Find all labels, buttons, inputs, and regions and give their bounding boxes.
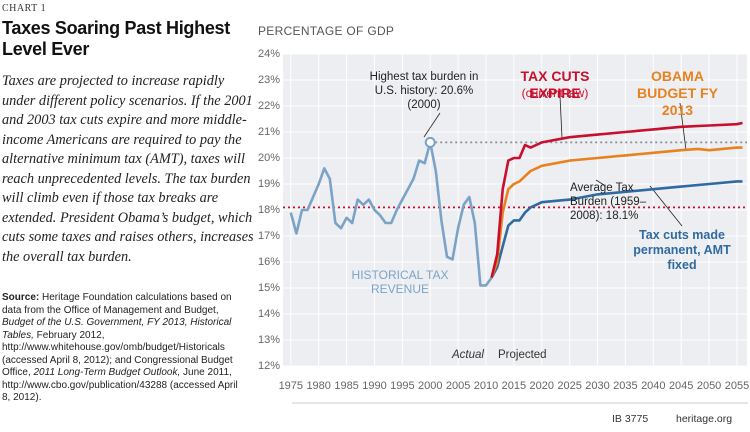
max-marker xyxy=(424,136,436,148)
x-tick-label: 1985 xyxy=(334,380,358,392)
series-label: Tax cuts made permanent, AMT fixed xyxy=(633,228,731,272)
y-tick-label: 12% xyxy=(258,360,280,372)
y-tick-label: 18% xyxy=(258,204,280,216)
y-tick-label: 17% xyxy=(258,230,280,242)
y-tick-label: 21% xyxy=(258,126,280,138)
y-tick-label: 15% xyxy=(258,282,280,294)
source-text: February 2012, http://www.whitehouse.gov… xyxy=(2,329,233,379)
series-line xyxy=(289,141,493,287)
series-line xyxy=(490,121,743,278)
source-text: 2011 Long-Term Budget Outlook, xyxy=(33,367,181,378)
x-tick-label: 1980 xyxy=(306,380,330,392)
leader xyxy=(559,95,563,139)
x-tick-label: 2050 xyxy=(697,380,721,392)
series-label: HISTORICAL TAX REVENUE xyxy=(351,268,449,296)
x-tick-label: 2010 xyxy=(474,380,498,392)
series-sublabel: (current law) xyxy=(521,86,589,100)
y-tick-label: 19% xyxy=(258,178,280,190)
y-tick-label: 13% xyxy=(258,334,280,346)
y-tick-label: 16% xyxy=(258,256,280,268)
source-label: Source: xyxy=(2,292,40,303)
leader xyxy=(423,112,441,138)
source-text: Budget of the U.S. Government, FY 2013, … xyxy=(2,317,232,341)
series-label: OBAMA BUDGET FY 2013 xyxy=(637,68,718,118)
footer-id: IB 3775 xyxy=(612,413,649,425)
y-axis-title: PERCENTAGE OF GDP xyxy=(258,24,395,38)
x-tick-label: 2040 xyxy=(641,380,665,392)
series-line xyxy=(490,180,743,279)
x-tick-label: 2025 xyxy=(557,380,581,392)
x-tick-label: 1995 xyxy=(390,380,414,392)
footer-site: heritage.org xyxy=(676,413,733,425)
source-text: Heritage Foundation calculations based o… xyxy=(2,292,232,316)
x-tick-label: 1990 xyxy=(362,380,386,392)
y-tick-label: 14% xyxy=(258,308,280,320)
x-tick-label: 2005 xyxy=(446,380,470,392)
leader xyxy=(595,179,605,186)
x-tick-label: 2020 xyxy=(530,380,554,392)
x-tick-label: 2015 xyxy=(502,380,526,392)
y-tick-label: 24% xyxy=(258,48,280,60)
source: Source: Heritage Foundation calculations… xyxy=(2,292,242,405)
series-line xyxy=(490,146,743,279)
x-tick-label: 1975 xyxy=(279,380,303,392)
y-tick-label: 23% xyxy=(258,74,280,86)
description: Taxes are projected to increase rapidly … xyxy=(2,73,254,265)
y-tick-label: 22% xyxy=(258,100,280,112)
annotation: Highest tax burden in U.S. history: 20.6… xyxy=(369,71,479,111)
chart-label: CHART 1 xyxy=(2,3,47,14)
x-tick-label: 2035 xyxy=(613,380,637,392)
x-tick-label: 2030 xyxy=(585,380,609,392)
x-tick-label: 2000 xyxy=(418,380,442,392)
annotation: Actual xyxy=(452,349,484,361)
title: Taxes Soaring Past Highest Level Ever xyxy=(2,18,230,59)
annotation: Projected xyxy=(498,349,547,361)
series-label: TAX CUTS EXPIRE xyxy=(520,68,590,101)
x-tick-label: 2045 xyxy=(669,380,693,392)
x-tick-label: 2055 xyxy=(725,380,749,392)
source-text: June 2011, http://www.cbo.gov/publicatio… xyxy=(2,367,238,403)
annotation: Average Tax Burden (1959–2008): 18.1% xyxy=(570,182,647,222)
leader xyxy=(649,185,683,227)
y-tick-label: 20% xyxy=(258,152,280,164)
